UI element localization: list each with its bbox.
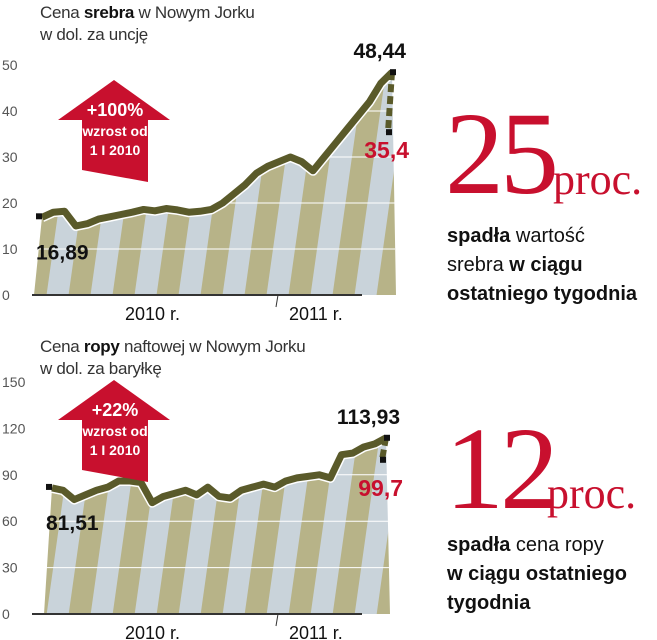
end-marker — [380, 456, 386, 463]
y-tick-label: 20 — [2, 195, 18, 211]
x-tick-label: 2010 r. — [125, 623, 180, 640]
growth-arrow-icon — [58, 80, 170, 182]
growth-percent: +22% — [92, 400, 139, 420]
y-tick-label: 30 — [2, 560, 18, 576]
growth-arrow-icon — [58, 380, 170, 482]
oil-drop-unit: proc. — [547, 469, 637, 518]
oil-drop-number: 12 — [445, 403, 559, 534]
start-marker — [46, 483, 52, 490]
y-tick-label: 150 — [2, 374, 26, 390]
max-value-label: 48,44 — [353, 40, 406, 63]
silver-drop-text: spadła wartość srebra w ciągu ostatniego t… — [447, 225, 637, 305]
silver-drop-unit: proc. — [553, 155, 643, 204]
y-tick-label: 10 — [2, 241, 18, 257]
start-value-label: 16,89 — [36, 241, 89, 264]
growth-label: wzrost od — [81, 423, 147, 439]
growth-percent: +100% — [87, 100, 144, 120]
year-divider — [275, 294, 279, 308]
silver-chart: 0 10 20 30 40 50 2010 r. 2011 r. 16,89 48,44 35,4 +… — [2, 40, 409, 320]
y-tick-label: 0 — [2, 606, 10, 622]
y-tick-label: 50 — [2, 57, 18, 73]
year-divider — [275, 613, 279, 627]
silver-chart-title: Cena srebra w Nowym Jorku w dol. za uncję — [40, 3, 255, 44]
start-marker — [36, 213, 42, 220]
y-tick-label: 60 — [2, 513, 18, 529]
end-marker — [386, 129, 392, 136]
start-value-label: 81,51 — [46, 512, 99, 535]
oil-drop-text: spadła cena ropy w ciągu ostatniego tygodn… — [447, 534, 628, 614]
y-tick-label: 120 — [2, 420, 26, 436]
price-line — [51, 434, 388, 507]
growth-date: 1 I 2010 — [90, 142, 141, 158]
price-line — [40, 69, 395, 230]
y-tick-label: 30 — [2, 149, 18, 165]
silver-drop-number: 25 — [445, 88, 559, 219]
drop-line — [379, 437, 389, 461]
end-value-label: 99,7 — [358, 475, 403, 501]
max-marker — [384, 434, 390, 441]
oil-chart-title: Cena ropy naftowej w Nowym Jorku w dol. z… — [40, 337, 306, 378]
y-tick-label: 90 — [2, 467, 18, 483]
x-tick-label: 2010 r. — [125, 304, 180, 320]
oil-chart: 0 30 60 90 120 150 2010 r. 2011 r. 81,51 113,93 99… — [2, 374, 403, 640]
x-tick-label: 2011 r. — [289, 623, 343, 640]
end-value-label: 35,4 — [364, 137, 409, 163]
growth-label: wzrost od — [81, 123, 147, 139]
y-tick-label: 0 — [2, 287, 10, 303]
max-marker — [390, 69, 396, 76]
drop-line — [385, 71, 395, 133]
y-tick-label: 40 — [2, 103, 18, 119]
max-value-label: 113,93 — [337, 406, 400, 429]
growth-date: 1 I 2010 — [90, 442, 141, 458]
x-tick-label: 2011 r. — [289, 304, 343, 320]
area-fill — [34, 72, 396, 296]
